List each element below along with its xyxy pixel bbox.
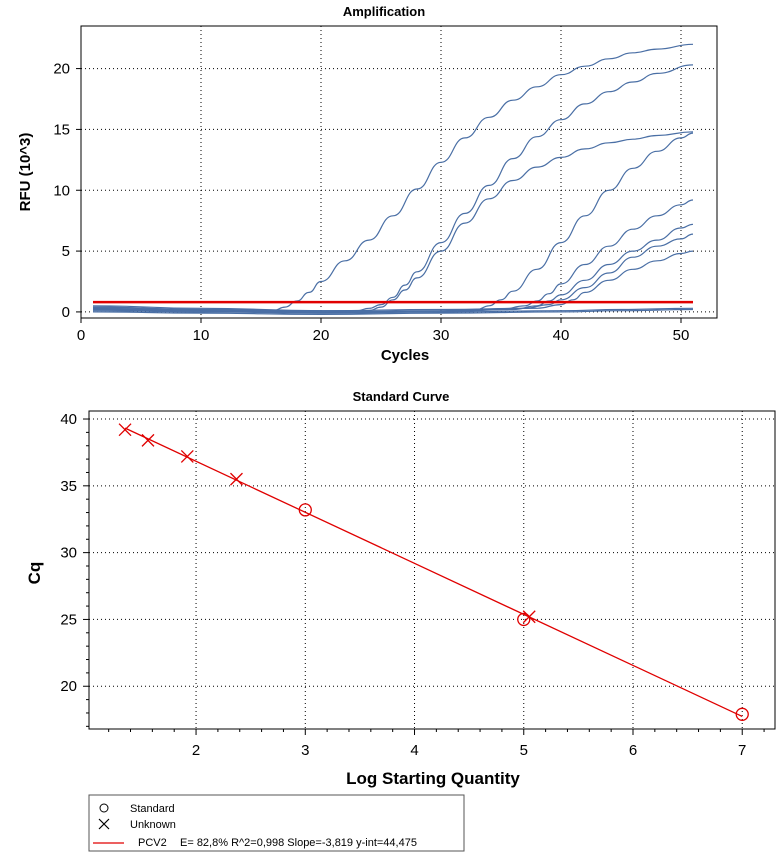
standard-curve-x-label: Log Starting Quantity: [346, 769, 520, 788]
standard-point: [298, 503, 312, 517]
standard-curve-gridlines: [89, 411, 775, 729]
y-tick-label: 25: [60, 611, 77, 628]
x-tick-label: 20: [313, 327, 330, 344]
x-tick-label: 4: [410, 742, 418, 759]
amplification-curve-9: [92, 307, 694, 314]
standard-curve-x-ticks: 2 3 4 5 6 7: [108, 729, 765, 759]
standard-curve-y-label: Cq: [25, 562, 44, 585]
unknown-point: [141, 433, 155, 447]
amplification-curve-8: [92, 250, 694, 312]
x-tick-label: 50: [673, 327, 690, 344]
x-tick-label: 2: [192, 742, 200, 759]
amplification-y-ticks: 0 5 10 15 20: [53, 61, 81, 321]
standard-points: [298, 503, 749, 721]
x-tick-label: 5: [520, 742, 528, 759]
standard-curve-plot-frame: [88, 410, 776, 730]
x-tick-label: 30: [433, 327, 450, 344]
standard-curve-y-ticks: 20 25 30 35 40: [60, 411, 89, 727]
y-tick-label: 30: [60, 545, 77, 562]
amplification-chart: Amplification 0 10 20 30 40 50 0 5 10 15 20 Cycle…: [17, 4, 718, 364]
legend: Standard Unknown PCV2 E= 82,8% R^2=0,998…: [88, 794, 465, 852]
legend-standard-symbol: [99, 803, 109, 813]
amplification-curve-10: [92, 308, 694, 316]
amplification-title: Amplification: [343, 4, 425, 19]
unknown-points: [118, 423, 536, 624]
y-tick-label: 5: [62, 243, 70, 260]
y-tick-label: 20: [60, 678, 77, 695]
y-tick-label: 0: [62, 304, 70, 321]
standard-curve-chart: Standard Curve 2 3 4 5 6 7 20 25 30 35 40 Log Sta…: [25, 389, 776, 788]
legend-unknown-symbol: [98, 818, 110, 830]
legend-series-stats: E= 82,8% R^2=0,998 Slope=-3,819 y-int=44…: [180, 837, 417, 849]
y-tick-label: 10: [53, 182, 70, 199]
x-tick-label: 6: [629, 742, 637, 759]
standard-point: [735, 707, 749, 721]
amplification-x-label: Cycles: [381, 347, 429, 364]
legend-box: [88, 794, 465, 852]
x-tick-label: 7: [738, 742, 746, 759]
unknown-point: [230, 472, 243, 486]
legend-unknown-label: Unknown: [130, 819, 176, 831]
amplification-plot-frame: [80, 25, 718, 319]
legend-standard-label: Standard: [130, 803, 175, 815]
fit-line: [124, 427, 743, 718]
y-tick-label: 35: [60, 478, 77, 495]
unknown-point: [180, 449, 194, 463]
x-tick-label: 3: [301, 742, 309, 759]
standard-curve-title: Standard Curve: [353, 389, 450, 404]
amplification-y-label: RFU (10^3): [17, 133, 34, 212]
y-tick-label: 20: [53, 61, 70, 78]
legend-series-name: PCV2: [138, 837, 167, 849]
standard-point: [517, 612, 531, 627]
x-tick-label: 10: [193, 327, 210, 344]
amplification-plot-area: [81, 26, 717, 318]
x-tick-label: 0: [77, 327, 85, 344]
y-tick-label: 40: [60, 411, 77, 428]
y-tick-label: 15: [53, 121, 70, 138]
unknown-point: [118, 423, 132, 437]
x-tick-label: 40: [553, 327, 570, 344]
amplification-x-ticks: 0 10 20 30 40 50: [77, 318, 690, 344]
